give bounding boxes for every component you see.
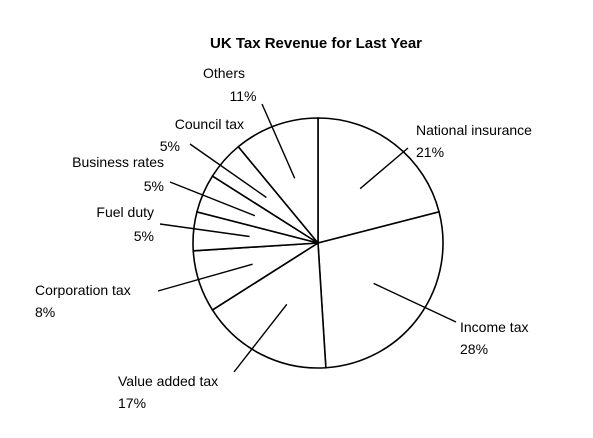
slice-label: Others bbox=[203, 65, 245, 81]
leader-line bbox=[157, 263, 253, 292]
slice-label: Business rates bbox=[72, 154, 164, 170]
slice-label: Fuel duty bbox=[96, 204, 154, 220]
slice-value-label: 5% bbox=[144, 178, 164, 194]
slice-label: Corporation tax bbox=[35, 282, 131, 298]
leader-line bbox=[261, 103, 296, 179]
leader-line bbox=[359, 147, 409, 190]
leader-line bbox=[373, 282, 457, 323]
slice-value-label: 8% bbox=[35, 304, 55, 320]
slice-value-label: 21% bbox=[416, 144, 444, 160]
pie-slice-national-insurance bbox=[317, 117, 441, 245]
chart-title: UK Tax Revenue for Last Year bbox=[210, 35, 422, 52]
slice-label: National insurance bbox=[416, 122, 532, 138]
slice-value-label: 5% bbox=[160, 138, 180, 154]
slice-value-label: 17% bbox=[118, 395, 146, 411]
slice-label: Income tax bbox=[460, 319, 528, 335]
leader-line bbox=[159, 223, 250, 238]
slice-value-label: 11% bbox=[230, 88, 257, 104]
slice-labels: National insurance 21% Income tax 28% Value … bbox=[35, 65, 532, 411]
leader-line bbox=[233, 303, 288, 373]
slice-label: Value added tax bbox=[118, 373, 218, 389]
pie-slices bbox=[192, 117, 444, 369]
leader-line bbox=[169, 181, 256, 217]
pie-slice-others bbox=[237, 117, 319, 246]
slice-label: Council tax bbox=[175, 116, 244, 132]
leader-lines bbox=[157, 103, 457, 373]
leader-line bbox=[189, 143, 267, 199]
slice-value-label: 5% bbox=[134, 228, 154, 244]
pie-slice-income-tax bbox=[317, 210, 444, 369]
pie-slice-value-added-tax bbox=[211, 241, 327, 369]
slice-value-label: 28% bbox=[460, 341, 488, 357]
